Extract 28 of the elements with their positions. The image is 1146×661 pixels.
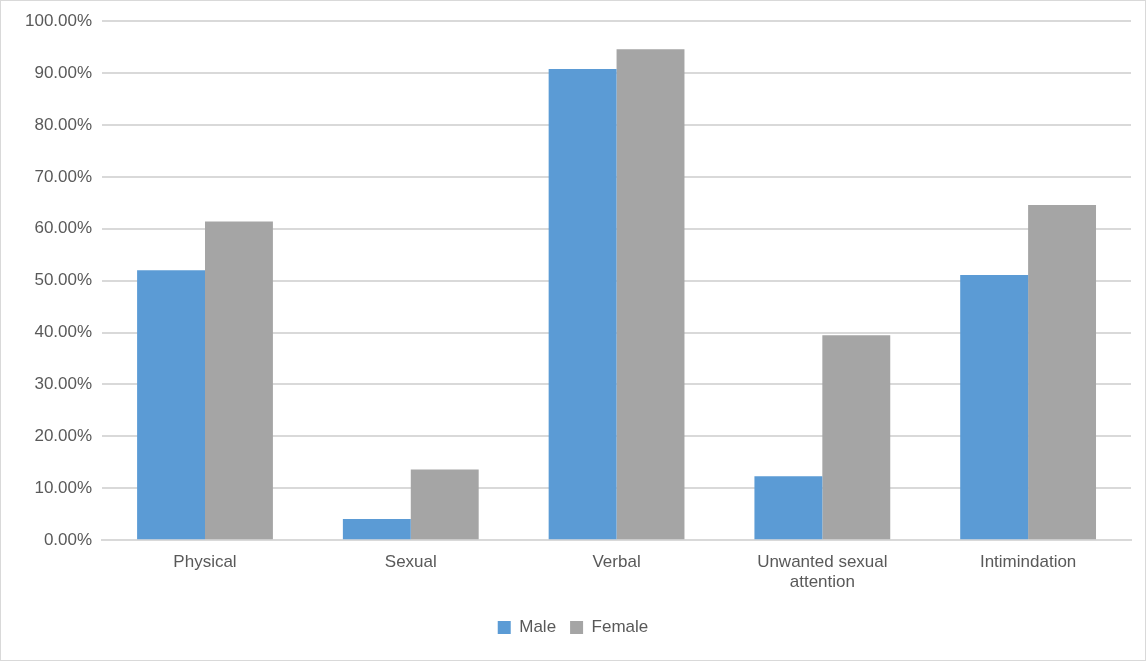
legend-label: Female: [591, 617, 649, 637]
bar: [205, 221, 273, 540]
bar: [754, 476, 823, 540]
bar: [410, 469, 479, 540]
bar: [822, 335, 891, 540]
y-tick-label: 70.00%: [34, 166, 93, 186]
x-tick-label: Sexual: [384, 552, 437, 572]
y-tick-label: 60.00%: [34, 218, 93, 238]
y-tick-label: 80.00%: [34, 114, 93, 134]
x-tick-label: Intimindation: [979, 552, 1077, 572]
bar: [137, 270, 205, 540]
y-tick-label: 30.00%: [34, 374, 93, 394]
x-tick-label: Unwanted sexual attention: [757, 552, 888, 592]
bar: [1028, 204, 1097, 540]
y-tick-label: 10.00%: [34, 477, 93, 497]
y-tick-label: 40.00%: [34, 322, 93, 342]
bar: [960, 274, 1029, 540]
y-tick-label: 0.00%: [43, 529, 93, 549]
y-tick-label: 50.00%: [34, 270, 93, 290]
legend-label: Male: [519, 617, 557, 637]
x-tick-label: Verbal: [592, 552, 641, 572]
bar: [616, 49, 685, 540]
y-tick-label: 20.00%: [34, 426, 93, 446]
bar: [342, 518, 411, 540]
x-tick-label: Physical: [173, 552, 237, 572]
bar: [548, 68, 617, 540]
y-tick-label: 100.00%: [24, 10, 93, 30]
y-tick-label: 90.00%: [34, 62, 93, 82]
